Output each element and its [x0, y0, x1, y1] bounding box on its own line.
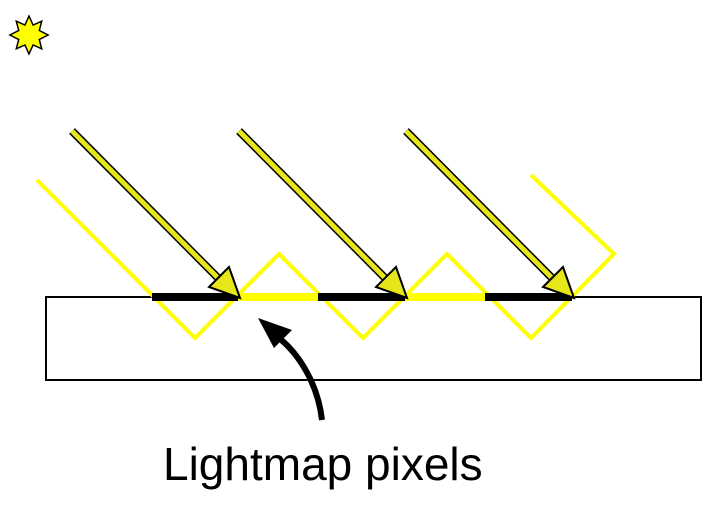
- light-ray-arrow: [69, 128, 242, 300]
- surface-slab: [45, 296, 702, 381]
- light-ray-arrow: [236, 128, 409, 300]
- light-ray-arrow: [403, 128, 576, 300]
- caption-label: Lightmap pixels: [163, 438, 483, 490]
- pointer-arrow: [258, 318, 325, 421]
- sun-icon: [8, 14, 50, 56]
